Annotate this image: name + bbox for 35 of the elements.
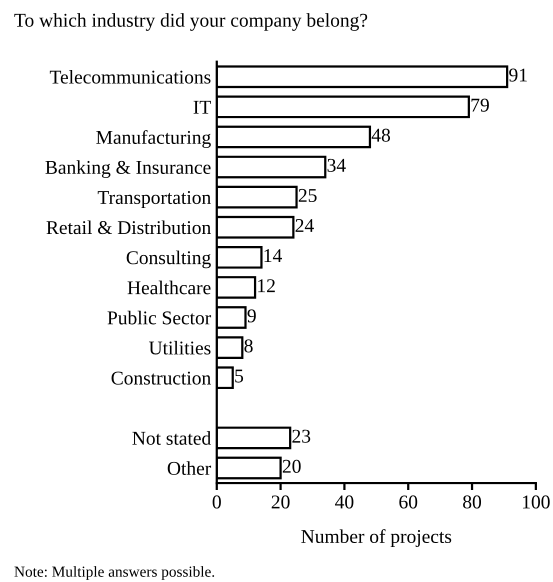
data-label: 5 <box>235 370 244 383</box>
data-label: 23 <box>292 430 310 443</box>
data-label: 34 <box>328 158 346 172</box>
y-tick-label: Public Sector <box>108 310 212 324</box>
y-tick-label: Manufacturing <box>96 130 211 148</box>
data-label: 20 <box>282 460 301 473</box>
data-label: 8 <box>244 339 253 352</box>
y-tick-label: IT <box>194 100 211 114</box>
y-tick-label: Telecommunications <box>50 70 211 84</box>
data-label: 12 <box>258 279 275 292</box>
x-tick-label: 20 <box>272 495 290 509</box>
y-tick-label: Utilities <box>148 340 211 355</box>
x-tick-label: 80 <box>463 495 482 509</box>
x-tick-label: 40 <box>335 495 354 509</box>
x-axis-title: Number of projects <box>301 529 452 547</box>
data-label: 91 <box>509 68 527 82</box>
x-tick-label: 60 <box>399 495 418 509</box>
data-label: 25 <box>298 188 317 202</box>
data-label: 48 <box>372 128 390 142</box>
y-tick-label: Other <box>168 461 212 475</box>
y-tick-label: Healthcare <box>128 280 211 294</box>
y-tick-label: Construction <box>112 372 211 385</box>
data-label: 9 <box>248 309 256 322</box>
data-label: 14 <box>264 249 282 262</box>
y-tick-label: Consulting <box>126 250 211 268</box>
y-tick-label: Banking & Insurance <box>45 160 211 178</box>
text: Note: Multiple answers possible. <box>14 566 214 580</box>
data-label: 24 <box>296 219 314 232</box>
x-tick-label: 100 <box>522 495 550 509</box>
data-label: 79 <box>472 98 489 112</box>
y-tick-label: Retail & Distribution <box>46 220 211 234</box>
y-tick-label: Transportation <box>98 191 211 208</box>
y-tick-label: Not stated <box>132 431 211 445</box>
x-tick-label: 0 <box>212 495 221 509</box>
chart-title: To which industry did your company belong? <box>14 13 368 31</box>
